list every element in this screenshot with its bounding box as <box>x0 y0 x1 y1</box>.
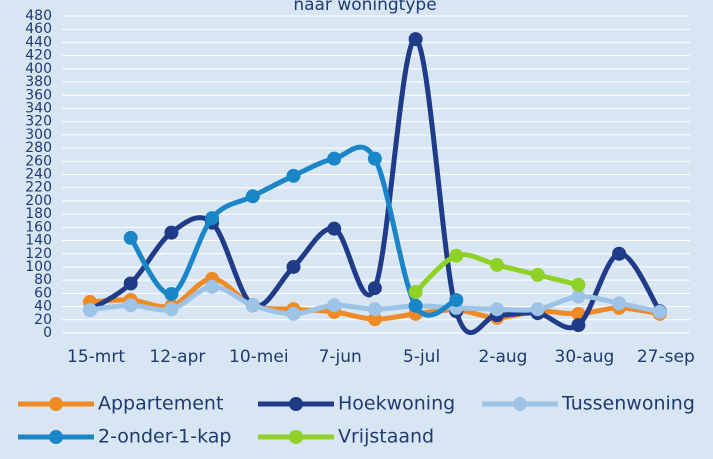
y-tick-label: 60 <box>34 285 52 301</box>
chart-title: naar woningtype <box>293 0 436 15</box>
data-point <box>327 221 342 236</box>
y-tick-label: 400 <box>25 61 52 77</box>
data-point <box>205 211 220 226</box>
legend-label: Vrijstaand <box>338 426 434 448</box>
data-point <box>652 304 667 319</box>
y-tick-label: 160 <box>25 219 52 235</box>
y-tick-label: 140 <box>25 233 52 249</box>
data-point <box>83 302 97 317</box>
legend-marker <box>289 397 303 411</box>
data-point <box>286 306 301 321</box>
y-tick-label: 460 <box>25 21 52 37</box>
data-point <box>571 289 586 304</box>
y-tick-label: 120 <box>25 246 52 262</box>
x-tick-label: 27-sep <box>637 347 695 367</box>
data-point <box>164 302 179 317</box>
data-point <box>327 151 342 166</box>
y-tick-label: 280 <box>25 140 52 156</box>
y-tick-label: 220 <box>25 180 52 196</box>
y-tick-label: 360 <box>25 87 52 103</box>
data-point <box>286 259 301 274</box>
x-tick-label: 30-aug <box>555 347 615 367</box>
y-tick-label: 320 <box>25 114 52 130</box>
data-point <box>327 298 342 313</box>
x-tick-label: 2-aug <box>479 347 528 367</box>
legend-marker <box>49 430 63 444</box>
data-point <box>367 302 382 317</box>
data-point <box>123 230 138 245</box>
data-point <box>449 292 464 307</box>
data-point <box>408 32 423 47</box>
data-point <box>571 318 586 333</box>
y-tick-label: 240 <box>25 167 52 183</box>
y-tick-label: 20 <box>34 312 52 328</box>
x-tick-label: 10-mei <box>229 347 289 367</box>
data-point <box>205 279 220 294</box>
legend-label: 2-onder-1-kap <box>98 426 231 448</box>
data-point <box>367 312 382 327</box>
data-point <box>367 151 382 166</box>
y-tick-label: 300 <box>25 127 52 143</box>
data-point <box>530 302 545 317</box>
data-point <box>490 257 504 272</box>
y-tick-label: 200 <box>25 193 52 209</box>
y-tick-label: 420 <box>25 48 52 64</box>
x-tick-label: 15-mrt <box>67 347 125 367</box>
data-point <box>286 168 301 183</box>
legend-label: Tussenwoning <box>561 393 695 415</box>
legend-label: Appartement <box>98 393 223 415</box>
y-tick-label: 380 <box>25 74 52 90</box>
data-point <box>449 248 464 263</box>
data-point <box>123 276 138 291</box>
data-point <box>612 296 627 311</box>
legend-marker <box>289 430 303 444</box>
y-tick-label: 260 <box>25 153 52 169</box>
data-point <box>245 298 260 313</box>
data-point <box>123 298 138 313</box>
x-tick-label: 12-apr <box>149 347 205 367</box>
y-tick-label: 40 <box>34 299 52 315</box>
data-point <box>530 267 545 282</box>
y-tick-label: 440 <box>25 34 52 50</box>
y-tick-label: 340 <box>25 100 52 116</box>
data-point <box>571 277 586 292</box>
data-point <box>612 246 627 261</box>
data-point <box>408 285 423 300</box>
data-point <box>367 281 382 296</box>
y-tick-label: 80 <box>34 272 52 288</box>
data-point <box>164 287 179 302</box>
data-point <box>245 189 260 204</box>
y-tick-label: 480 <box>25 8 52 24</box>
legend-label: Hoekwoning <box>338 393 455 415</box>
y-tick-label: 180 <box>25 206 52 222</box>
x-tick-label: 7-jun <box>319 347 362 367</box>
x-tick-label: 5-jul <box>403 347 440 367</box>
data-point <box>164 225 179 240</box>
data-point <box>408 298 423 313</box>
legend-marker <box>513 397 527 411</box>
y-tick-label: 100 <box>25 259 52 275</box>
legend-marker <box>49 397 63 411</box>
y-tick-label: 0 <box>43 325 52 341</box>
data-point <box>490 302 504 317</box>
